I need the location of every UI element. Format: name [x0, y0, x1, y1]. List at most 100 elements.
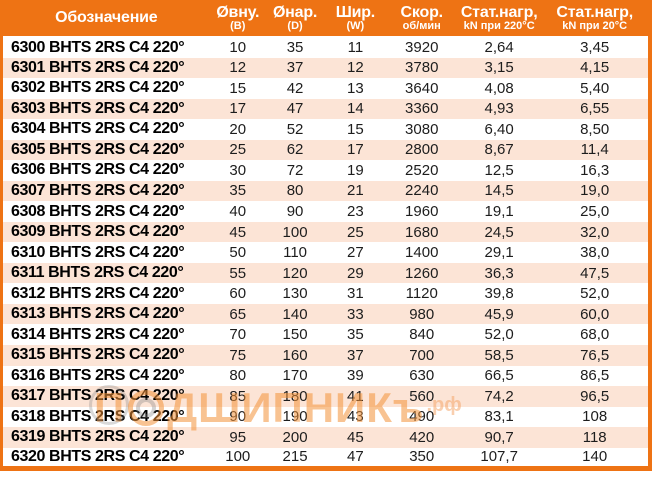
value-cell: 80: [265, 180, 325, 202]
value-cell: 350: [409, 448, 435, 466]
column-label: Скор.: [400, 3, 444, 21]
designation-cell: 6305 BHTS 2RS C4 220°: [1, 139, 210, 161]
value-cell: 3,15: [456, 57, 542, 79]
value-cell: 29,1: [484, 244, 514, 262]
column-label: Обозначение: [55, 9, 158, 26]
value-cell: 76,5: [541, 344, 650, 366]
value-cell: 25,0: [580, 203, 610, 221]
value-cell: 490: [409, 408, 435, 426]
value-cell: 62: [265, 139, 325, 161]
value-cell: 14: [324, 98, 387, 120]
value-cell: 39: [347, 367, 364, 385]
value-cell: 140: [582, 448, 608, 466]
table-row: 6313 BHTS 2RS C4 220° 65 140 33 980 45,9 60,0: [1, 303, 650, 325]
column-sublabel: kN при 20°С: [562, 19, 628, 32]
table-row: 6307 BHTS 2RS C4 220° 35 80 21 2240 14,5 19,0: [1, 180, 650, 202]
value-cell: 17: [209, 98, 266, 120]
value-cell: 90: [286, 203, 304, 221]
designation-cell: 6307 BHTS 2RS C4 220°: [1, 180, 210, 202]
table-row: 6304 BHTS 2RS C4 220° 20 52 15 3080 6,40 8,50: [2, 119, 651, 140]
table-row: 6317 BHTS 2RS C4 220° 85 180 41 560 74,2 96,5: [1, 386, 650, 407]
value-cell: 42: [286, 79, 304, 97]
value-cell: 140: [265, 303, 325, 325]
designation-cell: 6315 BHTS 2RS C4 220°: [1, 344, 210, 366]
value-cell: 3360: [386, 98, 457, 120]
value-cell: 35: [347, 326, 364, 344]
value-cell: 96,5: [541, 386, 650, 407]
value-cell: 25: [324, 221, 387, 243]
table-row: 6314 BHTS 2RS C4 220° 70 150 35 840 52,0 68,0: [2, 324, 651, 345]
designation-cell: 6311 BHTS 2RS C4 220°: [1, 262, 210, 284]
column-header-outer-diameter: Øнар. (D): [265, 0, 325, 38]
value-cell: 95: [209, 427, 266, 448]
designation-cell: 6306 BHTS 2RS C4 220°: [11, 161, 185, 179]
table-row: 6310 BHTS 2RS C4 220° 50 110 27 1400 29,1 38,0: [2, 242, 651, 263]
value-cell: 700: [386, 344, 457, 366]
column-sublabel: kN при 220°С: [463, 19, 535, 32]
value-cell: 3780: [386, 57, 457, 79]
value-cell: 8,67: [456, 139, 542, 161]
value-cell: 12,5: [484, 161, 514, 179]
value-cell: 36,3: [456, 262, 542, 284]
value-cell: 2,64: [484, 39, 514, 57]
column-sublabel: (W): [346, 19, 365, 32]
value-cell: 100: [225, 448, 251, 466]
value-cell: 14,5: [456, 180, 542, 202]
value-cell: 70: [229, 326, 247, 344]
value-cell: 200: [265, 427, 325, 448]
table-row: 6316 BHTS 2RS C4 220° 80 170 39 630 66,5 86,5: [2, 366, 651, 387]
column-header-static-load-220: Стат.нагр, kN при 220°С: [456, 0, 542, 38]
value-cell: 420: [386, 427, 457, 448]
value-cell: 2800: [386, 139, 457, 161]
designation-cell: 6303 BHTS 2RS C4 220°: [1, 98, 210, 120]
value-cell: 32,0: [541, 221, 650, 243]
value-cell: 4,93: [456, 98, 542, 120]
value-cell: 10: [229, 39, 247, 57]
value-cell: 45: [209, 221, 266, 243]
value-cell: 50: [229, 244, 247, 262]
value-cell: 1120: [405, 285, 438, 303]
value-cell: 19: [347, 161, 364, 179]
table-row: 6312 BHTS 2RS C4 220° 60 130 31 1120 39,8 52,0: [2, 283, 651, 304]
designation-cell: 6316 BHTS 2RS C4 220°: [11, 366, 185, 384]
designation-cell: 6308 BHTS 2RS C4 220°: [11, 202, 185, 220]
value-cell: 16,3: [580, 161, 610, 179]
value-cell: 43: [347, 408, 364, 426]
value-cell: 23: [347, 203, 364, 221]
designation-cell: 6309 BHTS 2RS C4 220°: [1, 221, 210, 243]
table-row: 6303 BHTS 2RS C4 220° 17 47 14 3360 4,93 6,55: [1, 98, 650, 120]
value-cell: 38,0: [580, 244, 610, 262]
spec-table-body: 6300 BHTS 2RS C4 220° 10 35 11 3920 2,64 3,45 6…: [1, 37, 651, 469]
designation-cell: 6318 BHTS 2RS C4 220°: [11, 407, 185, 425]
value-cell: 35: [286, 39, 304, 57]
value-cell: 2520: [405, 161, 439, 179]
table-row: 6311 BHTS 2RS C4 220° 55 120 29 1260 36,3 47,5: [1, 262, 650, 284]
designation-cell: 6302 BHTS 2RS C4 220°: [11, 79, 185, 97]
value-cell: 30: [229, 161, 247, 179]
value-cell: 3640: [405, 79, 439, 97]
value-cell: 150: [282, 326, 308, 344]
table-row: 6315 BHTS 2RS C4 220° 75 160 37 700 58,5 76,5: [1, 344, 650, 366]
column-sublabel: об/мин: [402, 19, 441, 32]
table-row: 6302 BHTS 2RS C4 220° 15 42 13 3640 4,08 5,40: [2, 78, 651, 99]
value-cell: 4,15: [541, 57, 650, 79]
value-cell: 3080: [405, 120, 439, 138]
column-sublabel: (B): [230, 19, 246, 32]
value-cell: 90,7: [456, 427, 542, 448]
designation-cell: 6320 BHTS 2RS C4 220°: [11, 447, 185, 465]
value-cell: 83,1: [484, 408, 514, 426]
value-cell: 107,7: [480, 448, 518, 466]
value-cell: 55: [209, 262, 266, 284]
value-cell: 25: [209, 139, 266, 161]
value-cell: 1960: [405, 203, 439, 221]
value-cell: 72: [286, 161, 304, 179]
value-cell: 80: [229, 367, 247, 385]
value-cell: 66,5: [484, 367, 514, 385]
designation-cell: 6314 BHTS 2RS C4 220°: [11, 325, 185, 343]
value-cell: 13: [347, 79, 364, 97]
value-cell: 47: [347, 448, 364, 466]
column-header-inner-diameter: Øвну. (B): [209, 0, 266, 38]
table-row: 6308 BHTS 2RS C4 220° 40 90 23 1960 19,1 25,0: [2, 201, 651, 222]
table-row: 6319 BHTS 2RS C4 220° 95 200 45 420 90,7 118: [1, 427, 650, 448]
value-cell: 3,45: [580, 39, 610, 57]
